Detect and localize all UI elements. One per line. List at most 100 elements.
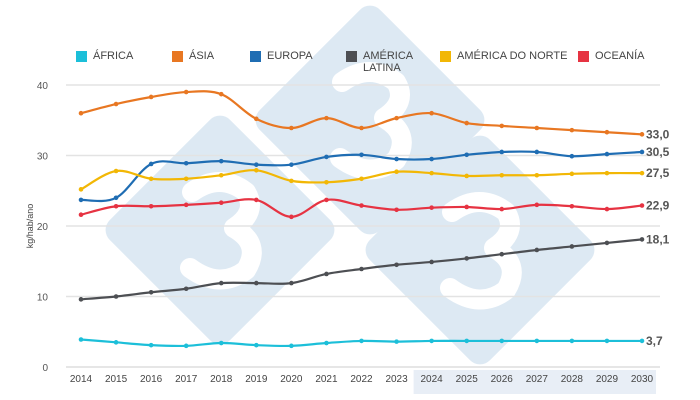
data-point [78, 297, 84, 302]
data-point [78, 187, 84, 192]
x-tick-label: 2020 [280, 374, 303, 385]
data-point [569, 203, 575, 209]
data-point [534, 247, 540, 253]
legend-swatch [172, 51, 183, 62]
data-point [639, 170, 645, 176]
data-point [148, 289, 154, 295]
data-point [218, 280, 224, 286]
legend-label: EUROPA [267, 50, 313, 62]
data-point [464, 256, 469, 261]
data-point [183, 286, 189, 292]
data-point [429, 170, 434, 176]
data-point [569, 338, 575, 344]
data-point [218, 200, 224, 206]
data-point [254, 280, 259, 286]
data-point [78, 110, 84, 116]
data-point [113, 195, 119, 201]
end-value-label: 33,0 [646, 127, 670, 141]
y-tick-label: 20 [37, 222, 49, 233]
legend-item[interactable]: OCEANÍA [578, 50, 645, 62]
x-tick-label: 2028 [561, 374, 584, 385]
data-point [359, 266, 364, 272]
data-point [359, 338, 364, 344]
data-point [289, 162, 294, 167]
data-point [324, 271, 329, 277]
data-point [499, 123, 505, 129]
legend-label: OCEANÍA [595, 50, 645, 62]
legend-swatch [346, 51, 357, 62]
x-tick-label: 2023 [385, 374, 408, 385]
x-tick-label: 2014 [70, 374, 93, 385]
data-point [499, 251, 505, 257]
data-point [113, 294, 119, 299]
y-tick-label: 0 [42, 363, 48, 374]
data-point [569, 244, 575, 249]
data-point [183, 343, 189, 349]
data-point [148, 161, 154, 167]
data-point [604, 129, 610, 135]
data-point [254, 168, 259, 173]
data-point [604, 151, 610, 157]
data-point [113, 101, 119, 107]
data-point [394, 169, 399, 175]
data-point [464, 204, 469, 210]
data-point [604, 240, 610, 246]
x-tick-label: 2018 [210, 374, 233, 385]
data-point [218, 91, 224, 97]
data-point [78, 212, 84, 218]
x-tick-label: 2030 [631, 374, 654, 385]
data-point [429, 259, 434, 265]
data-point [78, 337, 84, 342]
data-point [148, 94, 154, 100]
data-point [604, 170, 610, 176]
data-point [289, 178, 294, 184]
data-point [569, 153, 575, 159]
data-point [499, 172, 505, 178]
data-point [394, 115, 399, 121]
data-point [359, 203, 364, 208]
data-point [604, 206, 610, 212]
data-point [289, 214, 294, 220]
legend-swatch [250, 51, 261, 62]
legend-item[interactable]: EUROPA [250, 50, 313, 62]
data-point [534, 338, 540, 344]
data-point [604, 338, 610, 344]
data-point [499, 149, 505, 155]
legend-item[interactable]: ÁFRICA [76, 50, 133, 62]
data-point [289, 280, 294, 286]
legend: ÁFRICA ÁSIA EUROPA AMÉRICA LATINA AMÉRICA DO… [0, 50, 700, 80]
watermark-three-shape [180, 172, 262, 290]
legend-item[interactable]: ÁSIA [172, 50, 214, 62]
data-point [639, 149, 645, 155]
data-point [429, 338, 434, 344]
x-tick-label: 2015 [105, 374, 128, 385]
legend-label: ÁSIA [189, 50, 215, 62]
legend-swatch [76, 51, 87, 62]
data-point [113, 340, 119, 345]
legend-swatch [578, 51, 589, 62]
data-point [359, 152, 364, 158]
watermark-logo [255, 5, 485, 235]
data-point [429, 156, 434, 162]
data-point [639, 203, 645, 208]
legend-item[interactable]: AMÉRICA DO NORTE [440, 50, 567, 62]
data-point [183, 202, 189, 208]
data-point [113, 168, 119, 174]
legend-label: AMÉRICA LATINA [363, 50, 413, 74]
legend-item[interactable]: AMÉRICA LATINA [346, 50, 423, 74]
legend-label: ÁFRICA [93, 50, 134, 62]
data-point [324, 154, 329, 160]
data-point [499, 206, 505, 212]
data-point [148, 176, 154, 182]
data-point [534, 125, 540, 131]
data-point [534, 172, 540, 178]
data-point [464, 120, 469, 126]
end-value-label: 27,5 [646, 166, 670, 180]
end-value-label: 3,7 [646, 334, 663, 348]
data-point [183, 176, 189, 182]
watermark-logo [365, 135, 595, 365]
data-point [324, 340, 329, 346]
data-point [359, 125, 364, 131]
watermark-logo [105, 115, 335, 345]
data-point [183, 160, 189, 166]
